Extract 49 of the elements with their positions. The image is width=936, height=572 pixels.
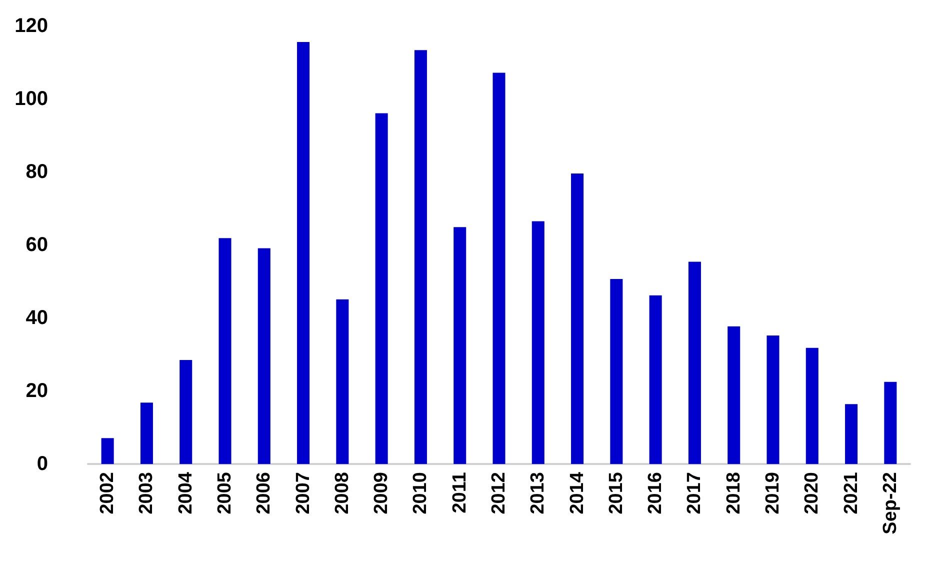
x-tick-label: 2003 (136, 472, 158, 514)
bar (101, 438, 114, 464)
x-tick-label: 2009 (371, 472, 392, 514)
bar (649, 295, 662, 464)
bar (532, 221, 544, 464)
bar (806, 348, 818, 464)
bar (336, 299, 349, 464)
y-tick-label: 20 (26, 380, 48, 402)
bar (454, 227, 466, 464)
x-tick-label: 2017 (684, 472, 706, 514)
y-tick-label: 80 (26, 161, 48, 183)
bar (884, 382, 897, 464)
x-tick-label: 2018 (723, 472, 744, 514)
y-tick-label: 0 (36, 453, 48, 475)
bar (845, 404, 858, 464)
x-tick-label: 2004 (175, 472, 196, 514)
bar (728, 326, 740, 464)
y-tick-label: 60 (26, 234, 48, 256)
x-tick-label: 2008 (332, 472, 353, 514)
bar (218, 238, 232, 464)
x-tick-label: 2014 (566, 472, 588, 514)
bar (610, 278, 623, 464)
x-tick-label: 2015 (606, 472, 627, 514)
bar (492, 72, 506, 464)
x-tick-label: 2010 (410, 472, 432, 514)
x-tick-label: Sep-22 (880, 472, 901, 534)
y-tick-label: 100 (14, 88, 48, 110)
bar (258, 248, 270, 464)
x-tick-label: 2019 (762, 472, 784, 514)
bar (297, 42, 310, 464)
bar (414, 50, 427, 464)
y-tick-label: 120 (14, 15, 48, 37)
x-tick-label: 2002 (97, 472, 118, 514)
bar (571, 173, 584, 464)
x-tick-label: 2011 (449, 472, 470, 514)
bar (375, 113, 388, 464)
x-tick-label: 2021 (840, 472, 862, 514)
x-tick-label: 2007 (292, 472, 314, 514)
bar (140, 402, 153, 464)
x-tick-label: 2013 (528, 472, 549, 514)
bar (688, 262, 701, 464)
x-tick-label: 2006 (254, 472, 275, 514)
x-tick-label: 2005 (214, 472, 236, 514)
y-tick-label: 40 (26, 307, 48, 329)
bar (766, 336, 780, 464)
x-tick-label: 2016 (645, 472, 666, 514)
bar (180, 360, 192, 464)
x-tick-label: 2020 (802, 472, 823, 514)
x-tick-label: 2012 (488, 472, 510, 514)
